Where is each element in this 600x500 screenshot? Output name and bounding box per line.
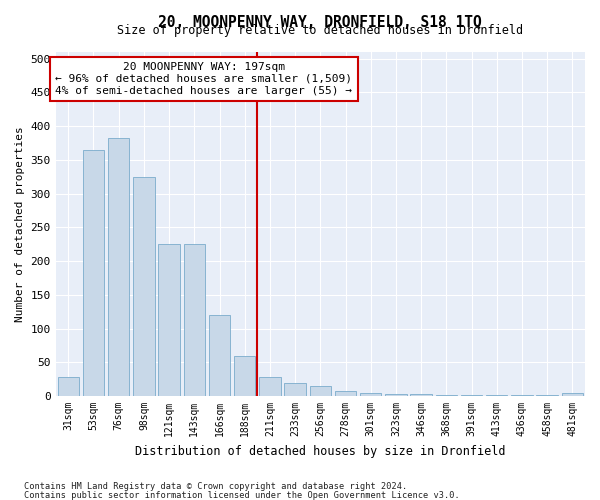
Text: Size of property relative to detached houses in Dronfield: Size of property relative to detached ho… [117,24,523,36]
Bar [259,377,281,396]
Text: 20 MOONPENNY WAY: 197sqm
← 96% of detached houses are smaller (1,509)
4% of semi: 20 MOONPENNY WAY: 197sqm ← 96% of detach… [55,62,352,96]
Title: 20, MOONPENNY WAY, DRONFIELD, S18 1TQ: 20, MOONPENNY WAY, DRONFIELD, S18 1TQ [158,15,482,30]
Bar [562,392,583,396]
Bar [410,394,432,396]
Bar [83,150,104,396]
Bar [360,392,382,396]
Text: Contains HM Land Registry data © Crown copyright and database right 2024.: Contains HM Land Registry data © Crown c… [24,482,407,491]
Bar [284,382,306,396]
Text: Contains public sector information licensed under the Open Government Licence v3: Contains public sector information licen… [24,490,460,500]
Bar [209,315,230,396]
Bar [335,390,356,396]
Bar [310,386,331,396]
Bar [385,394,407,396]
Bar [108,138,130,396]
Bar [133,177,155,396]
Bar [158,244,180,396]
Bar [536,394,558,396]
Bar [486,394,508,396]
X-axis label: Distribution of detached houses by size in Dronfield: Distribution of detached houses by size … [135,444,506,458]
Y-axis label: Number of detached properties: Number of detached properties [15,126,25,322]
Bar [511,394,533,396]
Bar [461,394,482,396]
Bar [234,356,256,396]
Bar [184,244,205,396]
Bar [436,394,457,396]
Bar [58,377,79,396]
